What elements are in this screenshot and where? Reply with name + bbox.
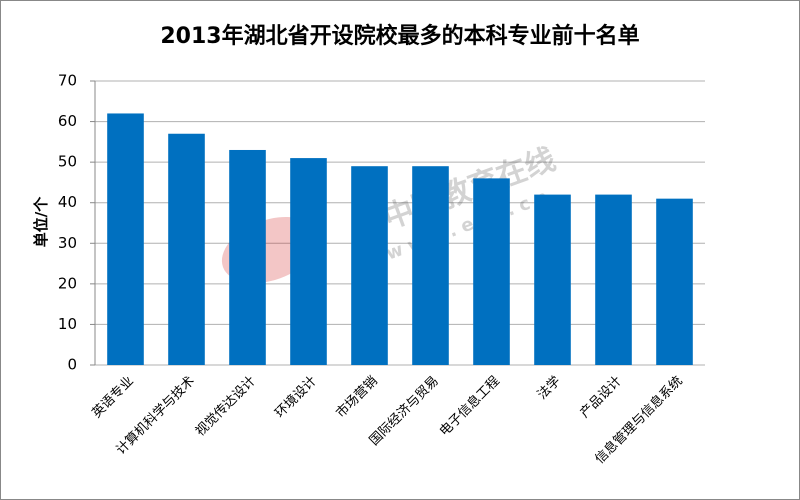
y-tick-label: 60 <box>58 112 77 130</box>
bar <box>107 113 144 365</box>
y-tick-label: 50 <box>58 153 77 171</box>
bar <box>351 166 388 365</box>
bar <box>412 166 449 365</box>
bar <box>473 178 510 365</box>
y-tick-label: 70 <box>58 72 77 90</box>
chart-title: 2013年湖北省开设院校最多的本科专业前十名单 <box>160 23 639 49</box>
y-tick-label: 10 <box>58 315 77 333</box>
y-tick-label: 40 <box>58 193 77 211</box>
bar <box>595 194 632 365</box>
bar <box>290 158 327 365</box>
y-tick-label: 30 <box>58 234 77 252</box>
bar <box>168 133 205 365</box>
y-tick-label: 20 <box>58 274 77 292</box>
bar <box>229 149 266 365</box>
y-tick-label: 0 <box>67 356 77 374</box>
bar <box>656 198 693 365</box>
y-axis-label: 单位/个 <box>32 196 50 247</box>
bar <box>534 194 571 365</box>
